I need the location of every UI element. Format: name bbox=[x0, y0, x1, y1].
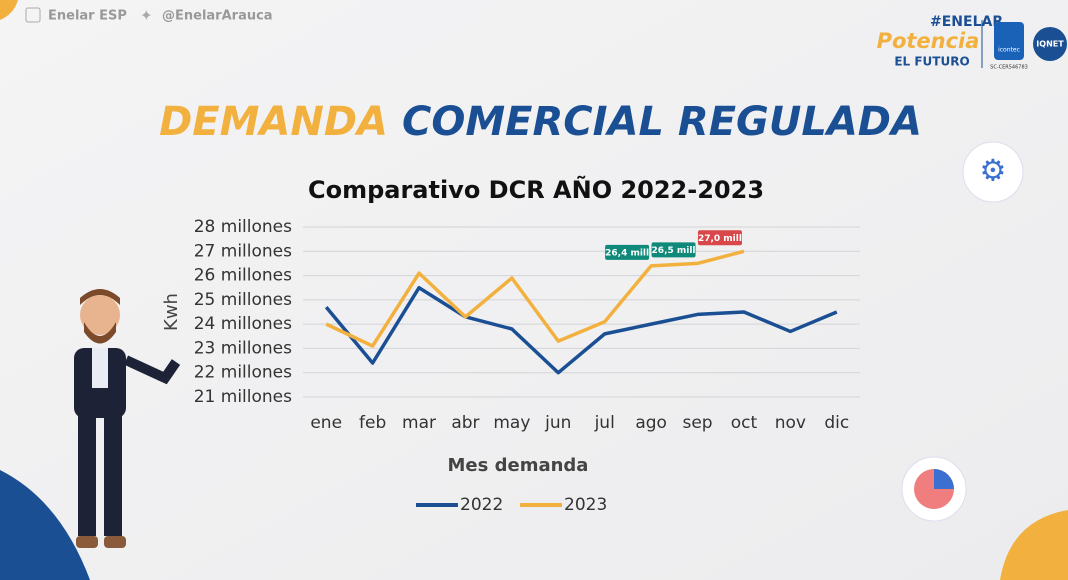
cert-badge bbox=[1033, 27, 1067, 61]
legend-label: 2022 bbox=[460, 495, 503, 515]
value-label-box bbox=[697, 230, 742, 246]
cert-text: SC-CER546783 bbox=[990, 65, 1028, 71]
value-label-box bbox=[651, 242, 696, 258]
logo-text: EL FUTURO bbox=[894, 55, 969, 69]
page-title: DEMANDA bbox=[159, 99, 388, 145]
x-tick-label: oct bbox=[731, 413, 758, 433]
y-tick-label: 23 millones bbox=[194, 338, 292, 358]
facebook-icon bbox=[25, 7, 41, 23]
x-tick-label: jul bbox=[594, 413, 615, 433]
value-label: 26,5 mill bbox=[652, 246, 696, 256]
pie-icon bbox=[934, 469, 954, 489]
x-axis-label: Mes demanda bbox=[448, 455, 589, 476]
corner-decoration bbox=[0, 0, 18, 20]
x-tick-label: ago bbox=[635, 413, 667, 433]
x-tick-label: nov bbox=[775, 413, 806, 433]
legend-label: 2023 bbox=[564, 495, 607, 515]
x-tick-label: feb bbox=[359, 413, 386, 433]
logo-text: #ENELAR bbox=[930, 14, 1003, 30]
x-tick-label: may bbox=[493, 413, 530, 433]
gear-icon: ⚙ bbox=[980, 154, 1007, 189]
y-tick-label: 25 millones bbox=[194, 290, 292, 310]
x-tick-label: jun bbox=[544, 413, 571, 433]
value-label: 26,4 mill bbox=[605, 248, 649, 258]
value-label-box bbox=[605, 244, 650, 260]
y-tick-label: 22 millones bbox=[194, 363, 292, 383]
y-tick-label: 28 millones bbox=[194, 217, 292, 237]
y-tick-label: 26 millones bbox=[194, 266, 292, 286]
x-tick-label: mar bbox=[402, 413, 436, 433]
gear-icon bbox=[962, 141, 1024, 203]
corner-decoration bbox=[1000, 510, 1068, 580]
presenter-figure bbox=[74, 289, 181, 548]
cert-text: IQNET bbox=[1036, 40, 1064, 49]
cert-text: icontec bbox=[998, 47, 1020, 54]
logo-text: Potencia bbox=[877, 29, 980, 53]
x-tick-label: abr bbox=[451, 413, 479, 433]
value-label: 27,0 mill bbox=[698, 234, 742, 244]
y-tick-label: 27 millones bbox=[194, 241, 292, 261]
cert-badge bbox=[994, 22, 1024, 60]
twitter-icon: ✦ bbox=[140, 7, 153, 25]
series-line bbox=[324, 285, 838, 375]
y-tick-label: 21 millones bbox=[194, 387, 292, 407]
chart-title: Comparativo DCR AÑO 2022-2023 bbox=[308, 175, 764, 204]
series-line bbox=[325, 249, 745, 348]
x-tick-label: dic bbox=[824, 413, 849, 433]
social-text: @EnelarArauca bbox=[162, 9, 273, 24]
x-tick-label: sep bbox=[682, 413, 712, 433]
y-axis-label: Kwh bbox=[161, 293, 182, 331]
y-tick-label: 24 millones bbox=[194, 314, 292, 334]
x-tick-label: ene bbox=[310, 413, 342, 433]
page-title: COMERCIAL REGULADA bbox=[402, 99, 922, 145]
corner-decoration bbox=[0, 470, 90, 580]
social-text: Enelar ESP bbox=[48, 9, 127, 24]
